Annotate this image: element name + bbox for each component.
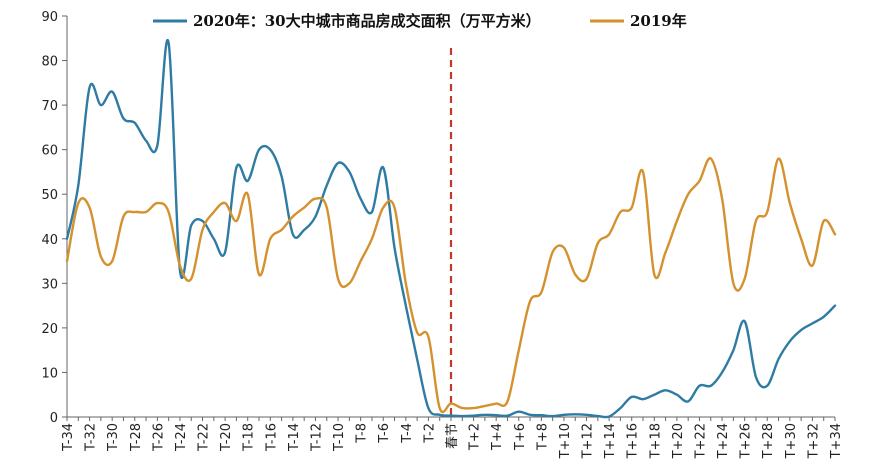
x-tick-label: T-6 xyxy=(377,423,392,444)
series-line-2020 xyxy=(65,38,837,419)
x-tick-label: T+18 xyxy=(648,423,663,459)
x-tick-label: T-12 xyxy=(309,423,324,452)
y-axis: 0 10 20 30 40 50 60 70 80 90 xyxy=(41,10,68,426)
x-tick-label: T-20 xyxy=(219,423,234,452)
x-tick-label: T+34 xyxy=(829,423,844,459)
x-tick-label: T-2 xyxy=(422,423,437,444)
x-ticks: T-34 T-32 T-30 T-28 T-26 T-24 T-22 T-20 T-18 T-16… xyxy=(61,417,844,459)
x-tick-label: T+26 xyxy=(739,423,754,459)
x-tick-label: T-22 xyxy=(197,423,212,452)
x-tick-label: T+4 xyxy=(490,423,505,451)
series-group xyxy=(65,38,837,419)
y-tick-label: 90 xyxy=(41,10,58,25)
y-tick-label: 30 xyxy=(41,277,58,292)
x-tick-label: T+16 xyxy=(626,423,641,459)
x-tick-label: T+22 xyxy=(693,423,708,459)
x-tick-label: T-10 xyxy=(332,423,347,452)
x-tick-label: T-34 xyxy=(61,423,76,452)
x-tick-label: T-26 xyxy=(151,423,166,452)
series-line-2019 xyxy=(65,157,837,414)
y-tick-label: 10 xyxy=(41,366,58,381)
x-tick-label: T+6 xyxy=(513,423,528,451)
event-marker: 春节 xyxy=(445,48,460,449)
x-tick-label: T+2 xyxy=(468,423,483,451)
y-tick-label: 20 xyxy=(41,322,58,337)
x-tick-label: T-32 xyxy=(84,423,99,452)
x-tick-label: T+10 xyxy=(558,423,573,459)
legend-label: 2020年：30大中城市商品房成交面积（万平方米） xyxy=(193,12,541,30)
x-tick-label: T-18 xyxy=(242,423,257,452)
x-tick-label: T+8 xyxy=(535,423,550,451)
event-label: 春节 xyxy=(445,423,460,449)
x-tick-label: T-16 xyxy=(264,423,279,452)
x-tick-label: T+32 xyxy=(806,423,821,459)
x-tick-label: T-30 xyxy=(106,423,121,452)
x-axis: T-34 T-32 T-30 T-28 T-26 T-24 T-22 T-20 T-18 T-16… xyxy=(61,416,844,459)
y-ticks: 0 10 20 30 40 50 60 70 80 90 xyxy=(41,10,67,426)
x-tick-label: T-4 xyxy=(400,423,415,444)
x-tick-label: T+12 xyxy=(581,423,596,459)
x-tick-label: T+28 xyxy=(761,423,776,459)
x-tick-label: T-14 xyxy=(287,423,302,452)
legend: 2020年：30大中城市商品房成交面积（万平方米） 2019年 xyxy=(153,12,687,30)
x-tick-label: T+14 xyxy=(603,423,618,459)
legend-label: 2019年 xyxy=(630,12,687,30)
x-tick-label: T-28 xyxy=(129,423,144,452)
x-tick-label: T+30 xyxy=(784,423,799,459)
y-tick-label: 40 xyxy=(41,233,58,248)
y-tick-label: 50 xyxy=(41,188,58,203)
y-tick-label: 60 xyxy=(41,144,58,159)
y-tick-label: 80 xyxy=(41,55,58,70)
x-tick-label: T+24 xyxy=(716,423,731,459)
x-tick-label: T-24 xyxy=(174,423,189,452)
x-tick-label: T+20 xyxy=(671,423,686,459)
y-tick-label: 70 xyxy=(41,99,58,114)
y-tick-label: 0 xyxy=(50,411,58,426)
x-tick-label: T-8 xyxy=(355,423,370,444)
